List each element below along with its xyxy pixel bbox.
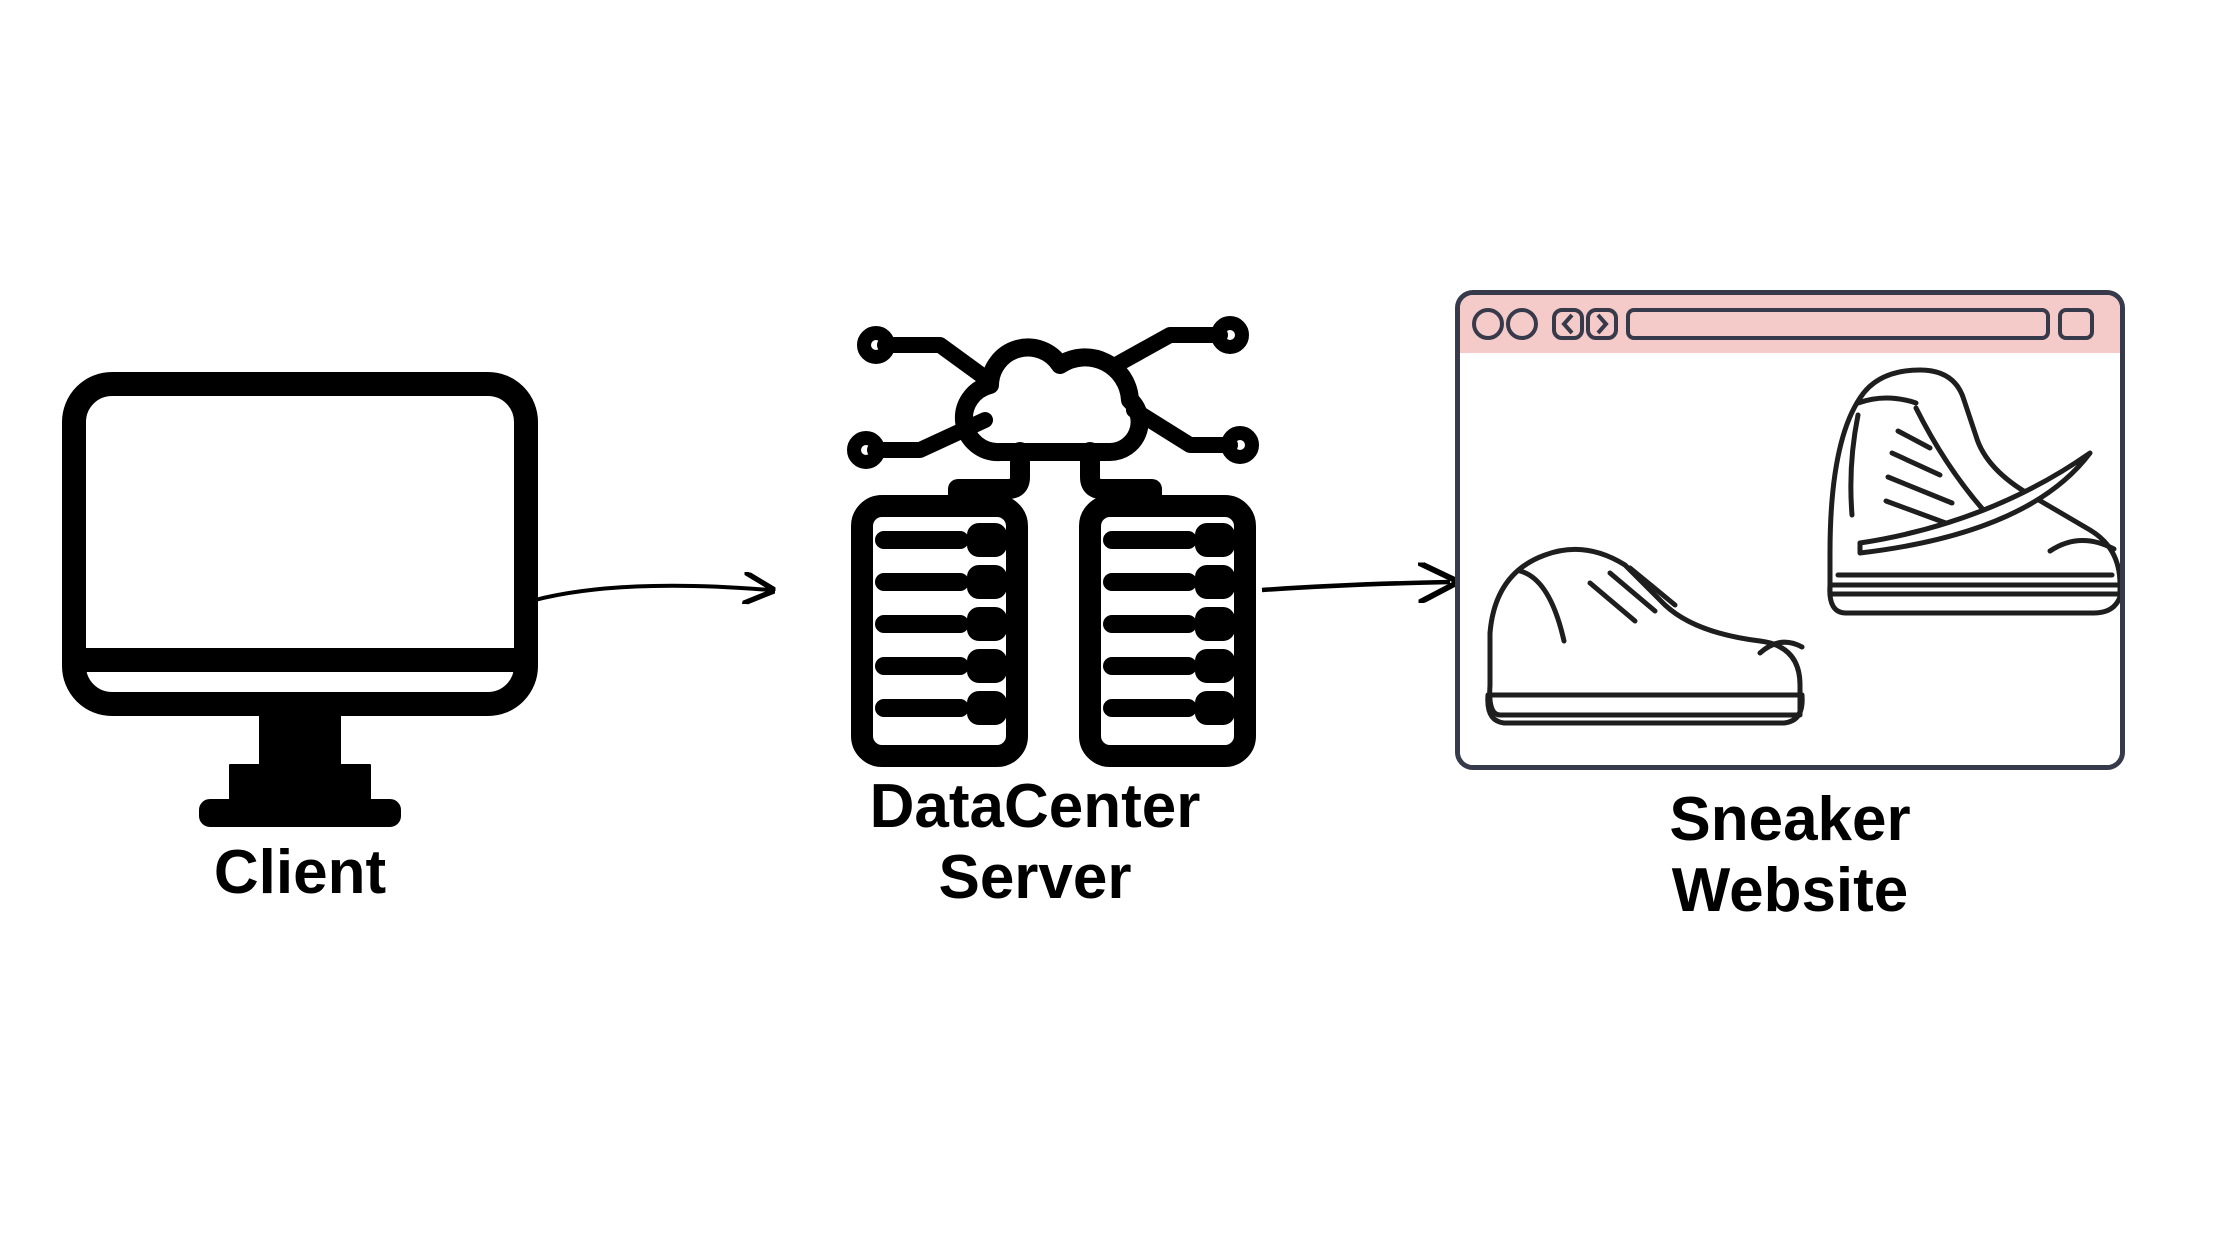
sneaker-low-icon	[1488, 549, 1802, 723]
website-label: Sneaker Website	[1455, 784, 2125, 927]
datacenter-servers-icon	[790, 290, 1280, 770]
website-label-line1: Sneaker	[1455, 784, 2125, 855]
arrow-client-to-datacenter	[530, 560, 790, 620]
website-label-line2: Website	[1455, 855, 2125, 926]
sneakers-illustration	[1460, 353, 2120, 765]
browser-toolbar	[1460, 295, 2120, 353]
node-website: Sneaker Website	[1455, 290, 2125, 927]
browser-window	[1455, 290, 2125, 770]
browser-body	[1460, 353, 2120, 765]
arrow-datacenter-to-website	[1258, 560, 1468, 620]
node-datacenter: DataCenter Server	[790, 290, 1280, 914]
client-label: Client	[60, 837, 540, 908]
node-client: Client	[60, 370, 540, 908]
datacenter-label-line1: DataCenter	[790, 771, 1280, 842]
datacenter-label: DataCenter Server	[790, 771, 1280, 914]
datacenter-label-line2: Server	[790, 842, 1280, 913]
flow-diagram: Client	[0, 0, 2240, 1260]
sneaker-high-icon	[1830, 370, 2120, 613]
monitor-icon	[60, 370, 540, 840]
